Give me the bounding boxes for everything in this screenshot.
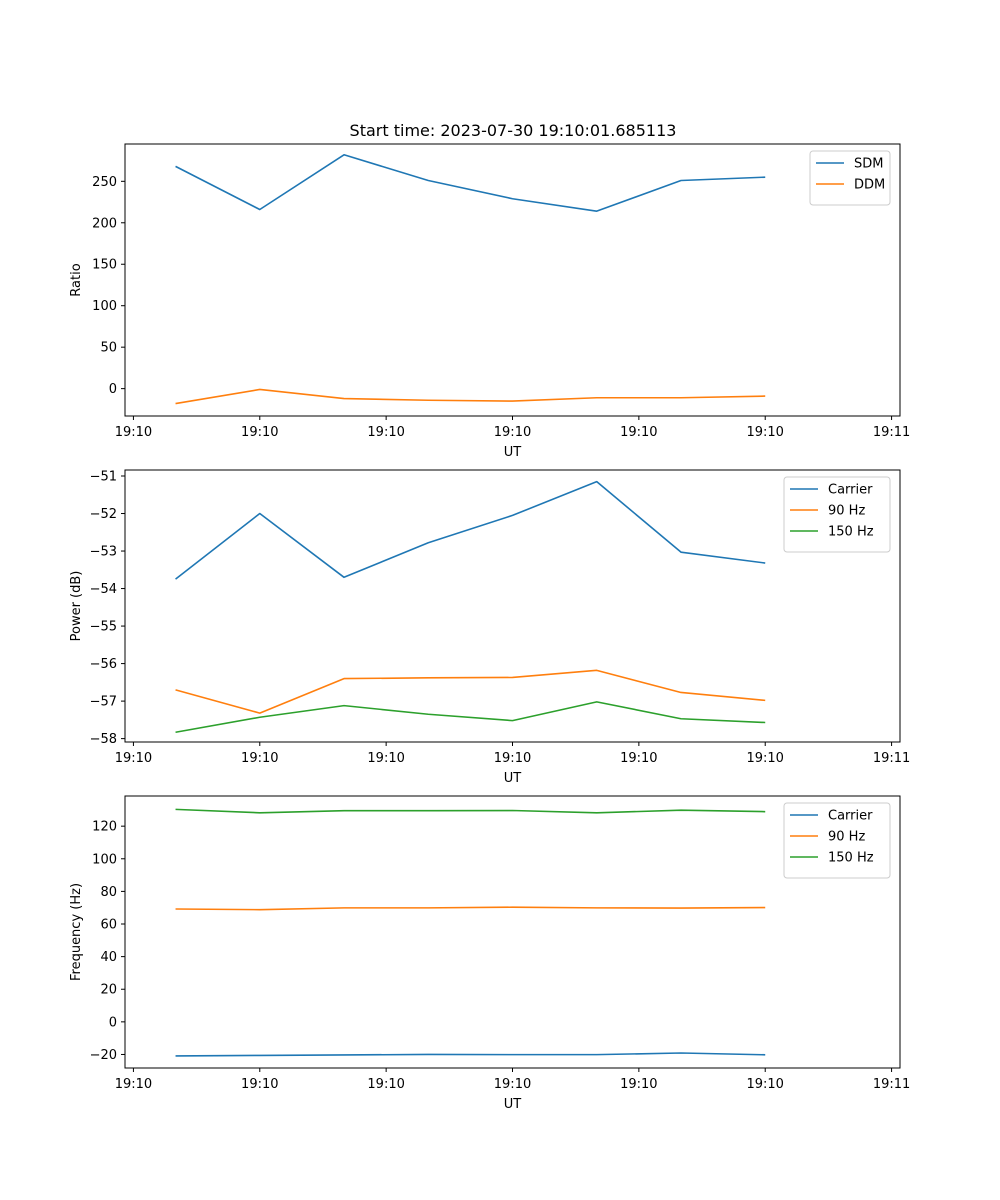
x-tick-label: 19:10 — [746, 751, 783, 766]
legend-box — [783, 802, 891, 879]
x-axis-label: UT — [504, 1097, 522, 1112]
x-tick-label: 19:10 — [115, 751, 152, 766]
legend-label: DDM — [854, 178, 885, 193]
series-line-90-hz — [175, 669, 766, 714]
y-tick-label: 150 — [92, 258, 117, 273]
x-tick-label: 19:10 — [494, 425, 531, 440]
y-tick-label: 20 — [100, 983, 117, 998]
x-axis-label: UT — [504, 771, 522, 786]
x-tick-label: 19:10 — [367, 425, 404, 440]
x-tick-label: 19:10 — [746, 425, 783, 440]
y-tick-label: −20 — [90, 1048, 117, 1063]
subplot-1: 19:10 19:10 19:10 19:10 19:10 19:10 19:11 0 50 10… — [69, 143, 910, 460]
y-tick-label: 200 — [92, 216, 117, 231]
y-axis-label: Ratio — [69, 263, 84, 296]
legend-box — [809, 150, 891, 206]
legend-label: Carrier — [828, 483, 873, 498]
x-tick-label: 19:10 — [494, 751, 531, 766]
y-tick-label: −53 — [90, 545, 117, 560]
legend: SDM DDM — [809, 150, 891, 206]
x-tick-label: 19:10 — [241, 425, 278, 440]
legend-box — [783, 476, 891, 553]
x-tick-label: 19:10 — [620, 751, 657, 766]
series-line-carrier — [175, 480, 766, 580]
y-tick-label: −58 — [90, 732, 117, 747]
subplot-2: 19:10 19:10 19:10 19:10 19:10 19:10 19:11 −58 −5… — [69, 469, 910, 786]
legend-label: SDM — [854, 157, 883, 172]
y-tick-label: −51 — [90, 470, 117, 485]
series-line-carrier — [175, 1052, 766, 1057]
y-tick-label: 250 — [92, 175, 117, 190]
y-tick-label: 0 — [109, 382, 117, 397]
y-tick-label: 100 — [92, 299, 117, 314]
x-tick-label: 19:10 — [367, 1077, 404, 1092]
y-tick-label: 80 — [100, 885, 117, 900]
x-tick-label: 19:10 — [367, 751, 404, 766]
subplot-3: 19:10 19:10 19:10 19:10 19:10 19:10 19:11 −20 0 2… — [69, 795, 910, 1112]
y-tick-label: −55 — [90, 620, 117, 635]
y-tick-label: 0 — [109, 1015, 117, 1030]
y-tick-label: 100 — [92, 852, 117, 867]
legend-label: 150 Hz — [828, 525, 874, 540]
x-tick-label: 19:11 — [873, 751, 910, 766]
x-tick-label: 19:11 — [873, 425, 910, 440]
legend-label: 90 Hz — [828, 504, 865, 519]
x-tick-label: 19:10 — [115, 425, 152, 440]
legend-label: Carrier — [828, 809, 873, 824]
y-tick-label: 60 — [100, 918, 117, 933]
y-tick-label: −54 — [90, 582, 117, 597]
y-tick-label: −57 — [90, 695, 117, 710]
x-axis-label: UT — [504, 445, 522, 460]
y-axis-label: Power (dB) — [69, 571, 84, 642]
y-axis-label: Frequency (Hz) — [69, 883, 84, 981]
series-line-150-hz — [175, 808, 766, 814]
x-tick-label: 19:10 — [620, 425, 657, 440]
y-tick-label: −56 — [90, 657, 117, 672]
series-line-sdm — [175, 153, 766, 212]
series-line-90-hz — [175, 906, 766, 911]
x-tick-label: 19:11 — [873, 1077, 910, 1092]
legend-label: 150 Hz — [828, 851, 874, 866]
legend-label: 90 Hz — [828, 830, 865, 845]
series-line-150-hz — [175, 701, 766, 734]
y-tick-label: 40 — [100, 950, 117, 965]
series-line-ddm — [175, 388, 766, 405]
figure-title: Start time: 2023-07-30 19:10:01.685113 — [350, 121, 677, 140]
x-tick-label: 19:10 — [746, 1077, 783, 1092]
y-tick-label: 50 — [100, 341, 117, 356]
x-tick-label: 19:10 — [241, 751, 278, 766]
x-tick-label: 19:10 — [620, 1077, 657, 1092]
y-tick-label: 120 — [92, 820, 117, 835]
x-tick-label: 19:10 — [115, 1077, 152, 1092]
x-tick-label: 19:10 — [494, 1077, 531, 1092]
legend: Carrier 90 Hz 150 Hz — [783, 476, 891, 553]
y-tick-label: −52 — [90, 507, 117, 522]
legend: Carrier 90 Hz 150 Hz — [783, 802, 891, 879]
x-tick-label: 19:10 — [241, 1077, 278, 1092]
